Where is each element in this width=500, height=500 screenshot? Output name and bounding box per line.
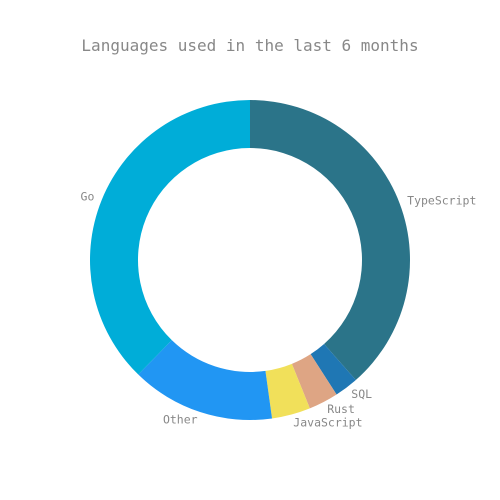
label-javascript: JavaScript [293, 415, 362, 429]
slice-typescript[interactable] [250, 100, 410, 380]
label-typescript: TypeScript [407, 194, 476, 208]
donut-slices [90, 100, 410, 420]
label-sql: SQL [351, 387, 372, 401]
label-go: Go [81, 190, 95, 204]
label-other: Other [163, 413, 198, 427]
label-rust: Rust [327, 402, 355, 416]
slice-go[interactable] [90, 100, 250, 375]
